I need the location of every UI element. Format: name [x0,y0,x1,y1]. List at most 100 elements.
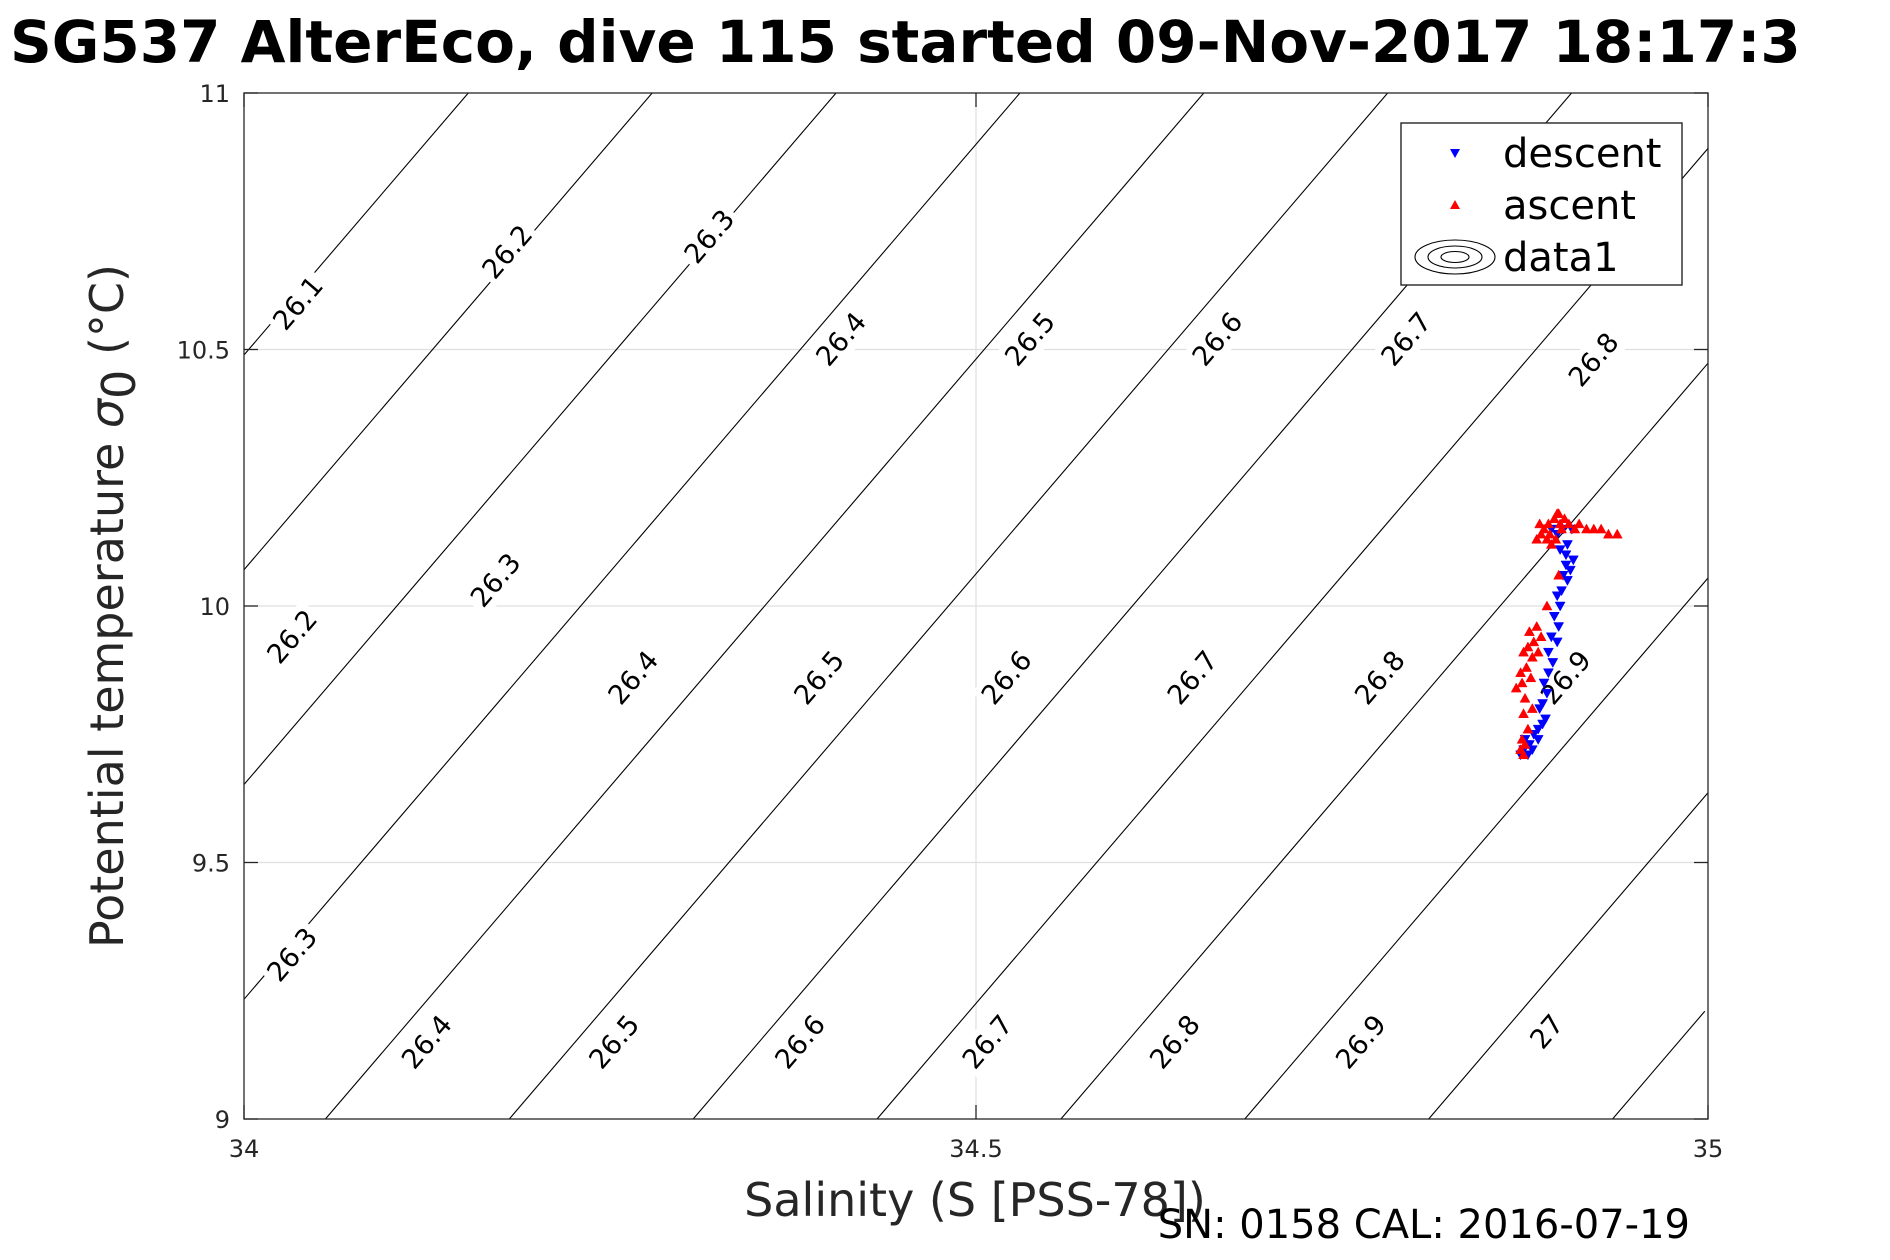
ascent-point [1518,749,1529,760]
ascent-point [1516,677,1528,688]
legend-contour-ring [1440,250,1470,264]
ascent-point [1518,708,1529,718]
ascent-point [1531,533,1543,544]
ascent-point [1510,682,1522,693]
ascent-point [1581,523,1592,534]
descent-point [1542,647,1554,658]
y-tick-label: 10 [199,593,230,621]
ascent-point [1523,626,1535,636]
ascent-point [1525,672,1537,683]
ascent-point [1569,523,1581,534]
contour-label-bg [391,1005,463,1079]
ascent-point [1531,621,1543,631]
legend: descent ascent data1 [1400,122,1683,286]
y-axis-label-unit: (°C) [80,264,134,370]
contour-label-bg [995,302,1066,377]
contour-line-26.9 [1244,577,1709,1120]
contour-line-26.4 [324,92,1205,1120]
descent-point [1538,678,1550,689]
ascent-point [1573,518,1585,529]
ascent-point [1528,636,1540,647]
contour-label-bg [1371,302,1442,377]
contour-label-bg [460,543,531,618]
descent-point [1554,601,1566,612]
ascent-point [1534,518,1546,529]
ascent-point [1588,523,1600,534]
descent-point [1556,586,1568,597]
contour-label-bg [1182,302,1253,377]
contour-label-bg [952,1005,1023,1079]
legend-contour-ring [1427,245,1483,269]
contour-label-bg [1140,1005,1211,1079]
contour-line-27 [1428,792,1709,1120]
y-axis-label-text: Potential temperature [80,428,134,948]
contour-label-bg [257,599,328,674]
ascent-point [1545,538,1557,549]
ascent-point [1541,600,1553,611]
ascent-point [1532,646,1544,657]
descent-point [1547,658,1559,668]
descent-point [1562,576,1573,586]
descent-point [1537,699,1548,709]
ascent-point [1551,508,1563,518]
descent-point [1545,632,1557,643]
legend-marker-descent [1450,149,1460,158]
ascent-point [1526,703,1538,713]
descent-point [1537,719,1548,730]
descent-point [1562,540,1573,550]
ascent-point [1522,723,1534,734]
contour-line-26.5 [508,92,1389,1120]
serial-calibration-footer: SN: 0158 CAL: 2016-07-19 [1158,1202,1690,1248]
ascent-point [1544,528,1556,539]
ascent-point [1519,692,1531,703]
legend-label-data1: data1 [1503,235,1619,281]
y-axis-ticks: 9 9.5 10 10.5 11 [177,80,1708,1134]
ascent-point [1541,533,1553,544]
y-tick-label: 10.5 [177,337,230,365]
y-axis-label-subscript: 0 [92,370,146,399]
x-axis-ticks: 34 34.5 35 [229,93,1724,1163]
contour-label-bg [765,1005,836,1079]
y-tick-label: 9 [215,1106,230,1134]
y-tick-label: 11 [199,80,230,108]
contour-label-bg [598,640,669,715]
contour-line-26.7 [876,148,1709,1120]
data-points [1510,508,1623,761]
y-tick-label: 9.5 [192,850,230,878]
descent-point [1541,688,1553,699]
contour-label-bg [784,640,855,715]
ascent-point [1553,569,1565,580]
ascent-point [1595,523,1607,534]
contour-label-bg [1558,322,1629,397]
descent-point [1532,724,1544,735]
ascent-point [1548,513,1560,524]
descent-point [1548,612,1560,622]
contour-line-26.1 [243,92,653,571]
contour-label-bg [1345,640,1416,715]
legend-contour-ring [1414,239,1496,275]
x-tick-label: 34 [229,1135,260,1163]
x-tick-label: 35 [1693,1135,1724,1163]
descent-point [1551,591,1563,602]
descent-point [1542,668,1554,679]
ascent-point [1556,523,1568,534]
contour-label-bg [971,640,1042,715]
ascent-point [1550,533,1562,544]
descent-point [1564,565,1576,576]
ascent-point [1515,667,1527,677]
ascent-point [1522,641,1534,652]
contour-label-bg [1530,640,1602,715]
descent-point [1560,560,1572,571]
descent-point [1553,622,1565,633]
descent-point [1567,555,1579,566]
descent-point [1554,545,1566,556]
ascent-point [1535,631,1547,642]
ascent-point [1603,528,1614,539]
ascent-point [1518,646,1529,657]
legend-marker-contour [1414,239,1496,275]
legend-box [1400,122,1683,286]
contour-line-26.2 [243,92,837,785]
legend-marker-ascent [1450,200,1460,209]
descent-point [1534,704,1546,715]
